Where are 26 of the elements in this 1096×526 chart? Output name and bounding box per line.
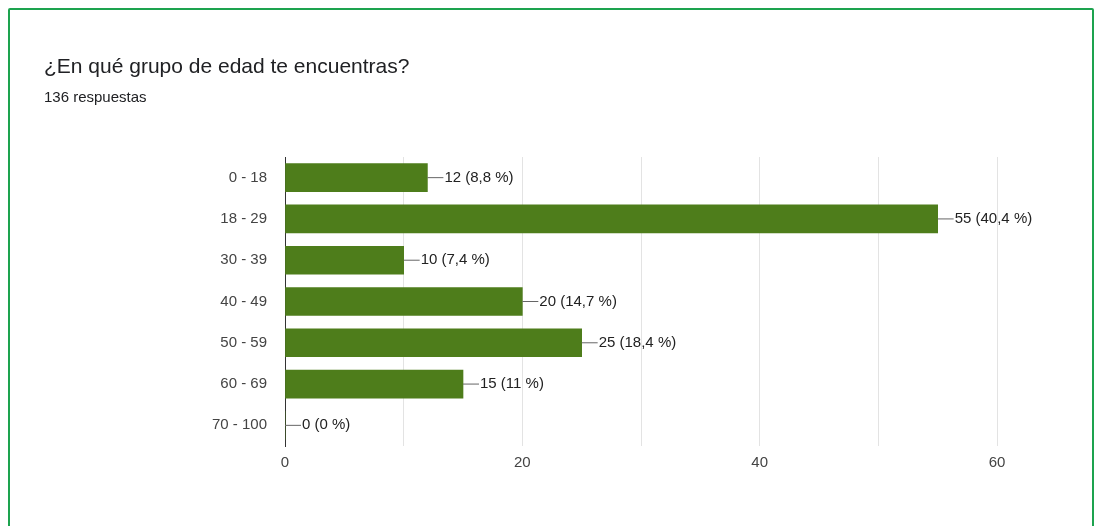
data-label: 12 (8,8 %) — [444, 167, 514, 185]
data-label: 0 (0 %) — [302, 415, 351, 433]
y-tick-label: 18 - 29 — [220, 209, 267, 227]
data-label: 10 (7,4 %) — [420, 250, 490, 268]
data-label: 15 (11 %) — [480, 374, 544, 392]
x-tick-label: 20 — [513, 453, 531, 471]
y-tick-label: 50 - 59 — [220, 332, 267, 350]
y-tick-label: 0 - 18 — [228, 167, 267, 185]
bar — [285, 245, 404, 275]
data-label: 55 (40,4 %) — [954, 209, 1033, 227]
bar — [285, 328, 582, 358]
bar — [285, 163, 428, 192]
bar — [285, 287, 523, 316]
x-tick-label: 60 — [988, 453, 1006, 471]
y-tick-label: 40 - 49 — [220, 291, 267, 309]
y-tick-label: 30 - 39 — [220, 250, 267, 268]
data-label: 25 (18,4 %) — [598, 332, 677, 350]
y-tick-label: 70 - 100 — [211, 415, 267, 433]
x-tick-label: 40 — [751, 453, 769, 471]
text: 136 respuestas — [44, 88, 147, 105]
bar — [285, 369, 464, 399]
bar — [285, 204, 938, 234]
data-label: 20 (14,7 %) — [539, 291, 617, 309]
y-tick-label: 60 - 69 — [220, 374, 267, 392]
x-tick-label: 0 — [280, 453, 290, 471]
chart-title: ¿En qué grupo de edad te encuentras? — [44, 54, 410, 78]
